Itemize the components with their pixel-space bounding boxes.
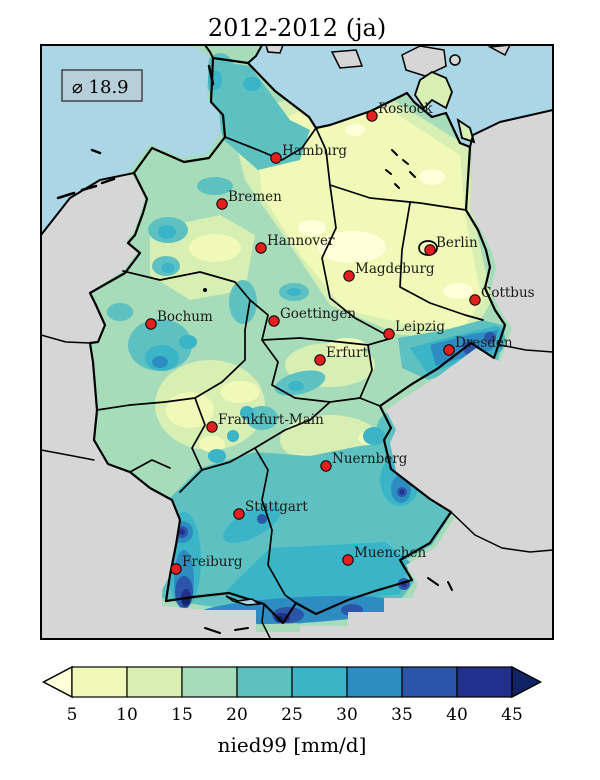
colorbar-segment-0 <box>71 666 128 698</box>
city-marker-erfurt <box>314 354 326 366</box>
city-label-erfurt: Erfurt <box>326 345 368 361</box>
map-canvas: Rostock Hamburg Bremen Hannover BerlinMagdeb… <box>41 45 553 639</box>
city-marker-hannover <box>255 242 267 254</box>
city-label-frankfurt-main: Frankfurt-Main <box>218 412 324 428</box>
colorbar-segment-6 <box>401 666 458 698</box>
city-marker-nuernberg <box>320 460 332 472</box>
city-marker-frankfurt-main <box>206 421 218 433</box>
city-label-bochum: Bochum <box>157 309 213 325</box>
colorbar: 5 10 15 20 25 30 35 40 45 nied99 [mm/d] <box>41 665 543 757</box>
city-label-nuernberg: Nuernberg <box>332 451 408 467</box>
city-label-hamburg: Hamburg <box>282 143 347 159</box>
city-marker-bremen <box>216 198 228 210</box>
city-label-leipzig: Leipzig <box>395 319 445 335</box>
city-label-rostock: Rostock <box>378 101 433 117</box>
colorbar-segment-5 <box>346 666 403 698</box>
city-label-berlin: Berlin <box>436 235 478 251</box>
colorbar-tick-10: 10 <box>116 705 138 725</box>
mean-annotation-box <box>61 69 143 102</box>
colorbar-tick-labels: 5 10 15 20 25 30 35 40 45 <box>67 705 523 725</box>
city-marker-berlin <box>424 244 436 256</box>
colorbar-segment-1 <box>126 666 183 698</box>
colorbar-tick-35: 35 <box>391 705 413 725</box>
state-border-layer <box>96 127 484 604</box>
city-label-cottbus: Cottbus <box>481 285 535 301</box>
city-label-goettingen: Goettingen <box>280 306 356 322</box>
mean-annotation: ⌀ 18.9 <box>61 69 143 102</box>
city-label-dresden: Dresden <box>455 335 513 351</box>
colorbar-tick-15: 15 <box>171 705 193 725</box>
map-frame <box>40 44 554 640</box>
colorbar-segment-7 <box>456 666 513 698</box>
city-marker-magdeburg <box>343 270 355 282</box>
city-marker-muenchen <box>342 554 354 566</box>
colorbar-under-arrow <box>41 665 73 699</box>
city-marker-dresden <box>443 344 455 356</box>
colorbar-over-arrow <box>511 665 543 699</box>
border-layer <box>41 45 553 639</box>
city-marker-bochum <box>145 318 157 330</box>
city-label-magdeburg: Magdeburg <box>355 261 435 277</box>
colorbar-tick-20: 20 <box>226 705 248 725</box>
city-label-bremen: Bremen <box>228 189 282 205</box>
mean-annotation-text: ⌀ 18.9 <box>72 77 129 98</box>
city-layer: Rostock Hamburg Bremen Hannover BerlinMagdeb… <box>145 101 535 575</box>
city-label-freiburg: Freiburg <box>182 554 243 570</box>
colorbar-tick-5: 5 <box>67 705 78 725</box>
city-marker-leipzig <box>383 328 395 340</box>
colorbar-cells <box>41 665 543 699</box>
city-marker-stuttgart <box>233 508 245 520</box>
city-marker-hamburg <box>270 152 282 164</box>
colorbar-tick-25: 25 <box>281 705 303 725</box>
colorbar-tick-45: 45 <box>501 705 523 725</box>
colorbar-segment-4 <box>291 666 348 698</box>
city-label-hannover: Hannover <box>267 233 335 249</box>
city-label-stuttgart: Stuttgart <box>245 499 308 515</box>
colorbar-tick-40: 40 <box>446 705 468 725</box>
city-marker-rostock <box>366 110 378 122</box>
page-title: 2012-2012 (ja) <box>208 14 386 42</box>
colorbar-label: nied99 [mm/d] <box>218 733 367 757</box>
ruegen-usedom-islands <box>414 70 476 144</box>
germany-outline <box>88 56 507 625</box>
city-marker-goettingen <box>268 315 280 327</box>
city-label-muenchen: Muenchen <box>354 545 426 561</box>
city-marker-freiburg <box>170 563 182 575</box>
city-marker-cottbus <box>469 294 481 306</box>
colorbar-tick-30: 30 <box>336 705 358 725</box>
colorbar-segment-2 <box>181 666 238 698</box>
colorbar-segment-3 <box>236 666 293 698</box>
lakes-layer <box>56 64 453 634</box>
